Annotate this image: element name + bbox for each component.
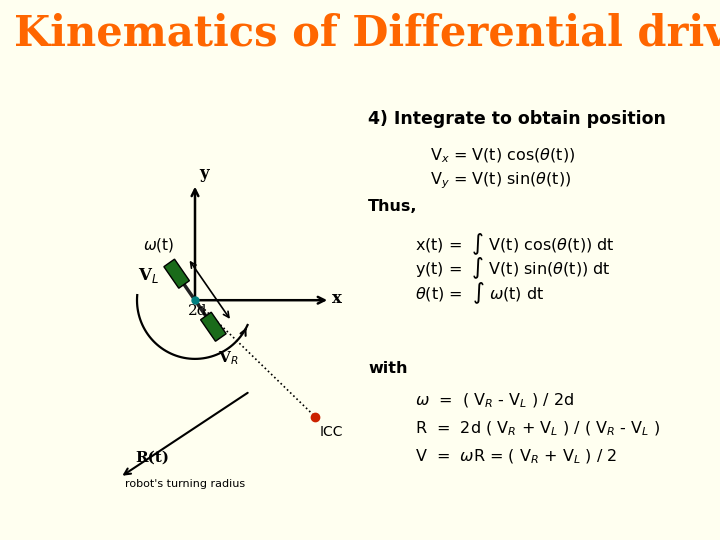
Text: with: with <box>368 361 408 376</box>
Text: R  =  2d ( V$_R$ + V$_L$ ) / ( V$_R$ - V$_L$ ): R = 2d ( V$_R$ + V$_L$ ) / ( V$_R$ - V$_… <box>415 420 660 438</box>
Text: V$_y$ = V(t) sin($\theta$(t)): V$_y$ = V(t) sin($\theta$(t)) <box>430 171 571 191</box>
Text: $\theta$(t) =  $\int$ $\omega$(t) dt: $\theta$(t) = $\int$ $\omega$(t) dt <box>415 280 544 306</box>
Text: 4) Integrate to obtain position: 4) Integrate to obtain position <box>368 110 666 128</box>
Text: y(t) =  $\int$ V(t) sin($\theta$(t)) dt: y(t) = $\int$ V(t) sin($\theta$(t)) dt <box>415 256 611 281</box>
Text: V$_L$: V$_L$ <box>138 266 158 285</box>
Text: $\omega$(t): $\omega$(t) <box>143 235 174 254</box>
Text: Thus,: Thus, <box>368 199 418 214</box>
Text: R(t): R(t) <box>135 451 169 465</box>
Polygon shape <box>201 312 226 341</box>
Text: Kinematics of Differential drive: Kinematics of Differential drive <box>14 13 720 55</box>
Polygon shape <box>164 259 189 288</box>
Text: V  =  $\omega$R = ( V$_R$ + V$_L$ ) / 2: V = $\omega$R = ( V$_R$ + V$_L$ ) / 2 <box>415 448 617 467</box>
Text: $\omega$  =  ( V$_R$ - V$_L$ ) / 2d: $\omega$ = ( V$_R$ - V$_L$ ) / 2d <box>415 392 575 410</box>
Text: x: x <box>332 289 342 307</box>
Text: x(t) =  $\int$ V(t) cos($\theta$(t)) dt: x(t) = $\int$ V(t) cos($\theta$(t)) dt <box>415 232 615 257</box>
Text: ICC: ICC <box>320 424 343 438</box>
Text: y: y <box>199 165 209 182</box>
Text: V$_R$: V$_R$ <box>218 349 239 367</box>
Text: V$_x$ = V(t) cos($\theta$(t)): V$_x$ = V(t) cos($\theta$(t)) <box>430 146 575 165</box>
Text: robot's turning radius: robot's turning radius <box>125 480 245 489</box>
Text: 2d: 2d <box>188 304 207 318</box>
